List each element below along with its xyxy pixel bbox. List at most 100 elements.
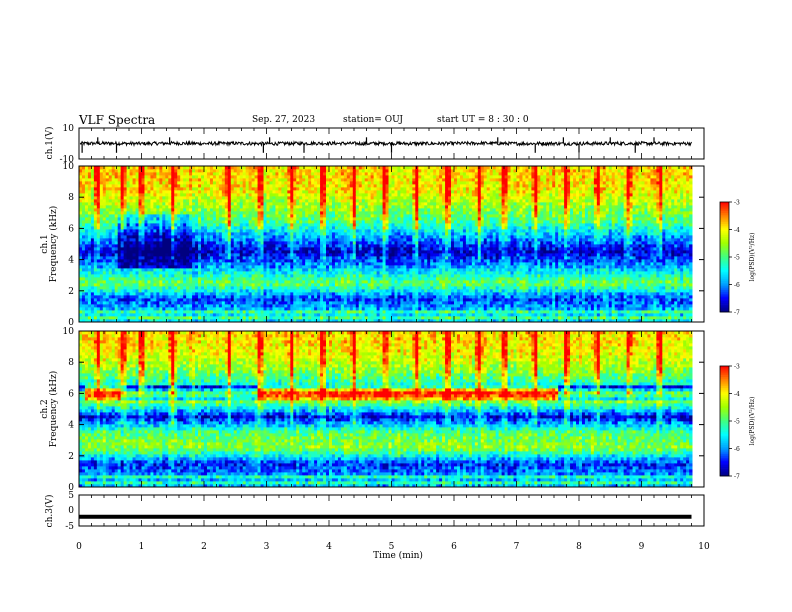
spectrogram-cell	[299, 193, 302, 196]
spectrogram-cell	[281, 280, 284, 283]
spectrogram-cell	[103, 241, 106, 244]
spectrogram-cell	[124, 313, 127, 316]
spectrogram-cell	[192, 166, 195, 169]
spectrogram-cell	[183, 199, 186, 202]
spectrogram-cell	[278, 214, 281, 217]
spectrogram-cell	[299, 304, 302, 307]
spectrogram-cell	[249, 247, 252, 250]
spectrogram-cell	[139, 274, 142, 277]
spectrogram-cell	[103, 193, 106, 196]
spectrogram-cell	[296, 220, 299, 223]
spectrogram-cell	[299, 235, 302, 238]
spectrogram-cell	[204, 181, 207, 184]
spectrogram-cell	[234, 172, 237, 175]
spectrogram-cell	[228, 271, 231, 274]
spectrogram-cell	[225, 205, 228, 208]
spectrogram-cell	[210, 175, 213, 178]
spectrogram-cell	[106, 307, 109, 310]
spectrogram-cell	[118, 265, 121, 268]
spectrogram-cell	[165, 211, 168, 214]
spectrogram-cell	[210, 307, 213, 310]
spectrogram-cell	[258, 208, 261, 211]
spectrogram-cell	[183, 289, 186, 292]
spectrogram-cell	[100, 217, 103, 220]
spectrogram-cell	[127, 205, 130, 208]
spectrogram-cell	[112, 235, 115, 238]
spectrogram-cell	[136, 193, 139, 196]
spectrogram-cell	[335, 172, 338, 175]
spectrogram-cell	[142, 262, 145, 265]
spectrogram-cell	[204, 247, 207, 250]
spectrogram-cell	[356, 286, 359, 289]
spectrogram-cell	[97, 178, 100, 181]
spectrogram-cell	[249, 190, 252, 193]
spectrogram-cell	[311, 301, 314, 304]
spectrogram-cell	[299, 220, 302, 223]
spectrogram-cell	[153, 283, 156, 286]
spectrogram-cell	[82, 280, 85, 283]
spectrogram-cell	[246, 193, 249, 196]
spectrogram-cell	[350, 283, 353, 286]
spectrogram-cell	[201, 244, 204, 247]
spectrogram-cell	[344, 289, 347, 292]
spectrogram-cell	[255, 205, 258, 208]
spectrogram-cell	[189, 280, 192, 283]
spectrogram-cell	[207, 289, 210, 292]
spectrogram-cell	[275, 232, 278, 235]
spectrogram-cell	[133, 238, 136, 241]
spectrogram-cell	[139, 244, 142, 247]
spectrogram-cell	[112, 214, 115, 217]
spectrogram-cell	[133, 202, 136, 205]
spectrogram-cell	[97, 172, 100, 175]
spectrogram-cell	[237, 277, 240, 280]
spectrogram-cell	[305, 214, 308, 217]
spectrogram-cell	[290, 187, 293, 190]
spectrogram-cell	[156, 238, 159, 241]
spectrogram-cell	[156, 292, 159, 295]
spectrogram-cell	[353, 196, 356, 199]
spectrogram-cell	[269, 166, 272, 169]
spectrogram-cell	[284, 316, 287, 319]
spectrogram-cell	[139, 253, 142, 256]
spectrogram-cell	[323, 298, 326, 301]
spectrogram-cell	[228, 196, 231, 199]
spectrogram-cell	[94, 265, 97, 268]
spectrogram-cell	[192, 295, 195, 298]
spectrogram-cell	[177, 295, 180, 298]
spectrogram-cell	[85, 247, 88, 250]
spectrogram-cell	[213, 307, 216, 310]
spectrogram-cell	[299, 178, 302, 181]
spectrogram-cell	[168, 199, 171, 202]
spectrogram-cell	[231, 262, 234, 265]
spectrogram-cell	[335, 241, 338, 244]
spectrogram-cell	[210, 265, 213, 268]
spectrogram-cell	[189, 190, 192, 193]
spectrogram-cell	[344, 184, 347, 187]
spectrogram-cell	[329, 196, 332, 199]
spectrogram-cell	[353, 211, 356, 214]
spectrogram-cell	[350, 304, 353, 307]
spectrogram-cell	[216, 271, 219, 274]
spectrogram-cell	[317, 253, 320, 256]
spectrogram-cell	[275, 292, 278, 295]
spectrogram-cell	[186, 313, 189, 316]
spectrogram-cell	[159, 172, 162, 175]
spectrogram-cell	[219, 265, 222, 268]
spectrogram-cell	[305, 286, 308, 289]
spectrogram-cell	[195, 223, 198, 226]
spectrogram-cell	[136, 268, 139, 271]
spectrogram-cell	[198, 289, 201, 292]
spectrogram-cell	[171, 235, 174, 238]
spectrogram-cell	[335, 316, 338, 319]
spectrogram-cell	[213, 205, 216, 208]
spectrogram-cell	[183, 244, 186, 247]
spectrogram-cell	[290, 235, 293, 238]
spectrogram-cell	[88, 181, 91, 184]
spectrogram-cell	[314, 223, 317, 226]
spectrogram-cell	[153, 208, 156, 211]
spectrogram-cell	[133, 205, 136, 208]
spectrogram-cell	[284, 235, 287, 238]
spectrogram-cell	[261, 181, 264, 184]
spectrogram-cell	[246, 235, 249, 238]
spectrogram-cell	[121, 205, 124, 208]
